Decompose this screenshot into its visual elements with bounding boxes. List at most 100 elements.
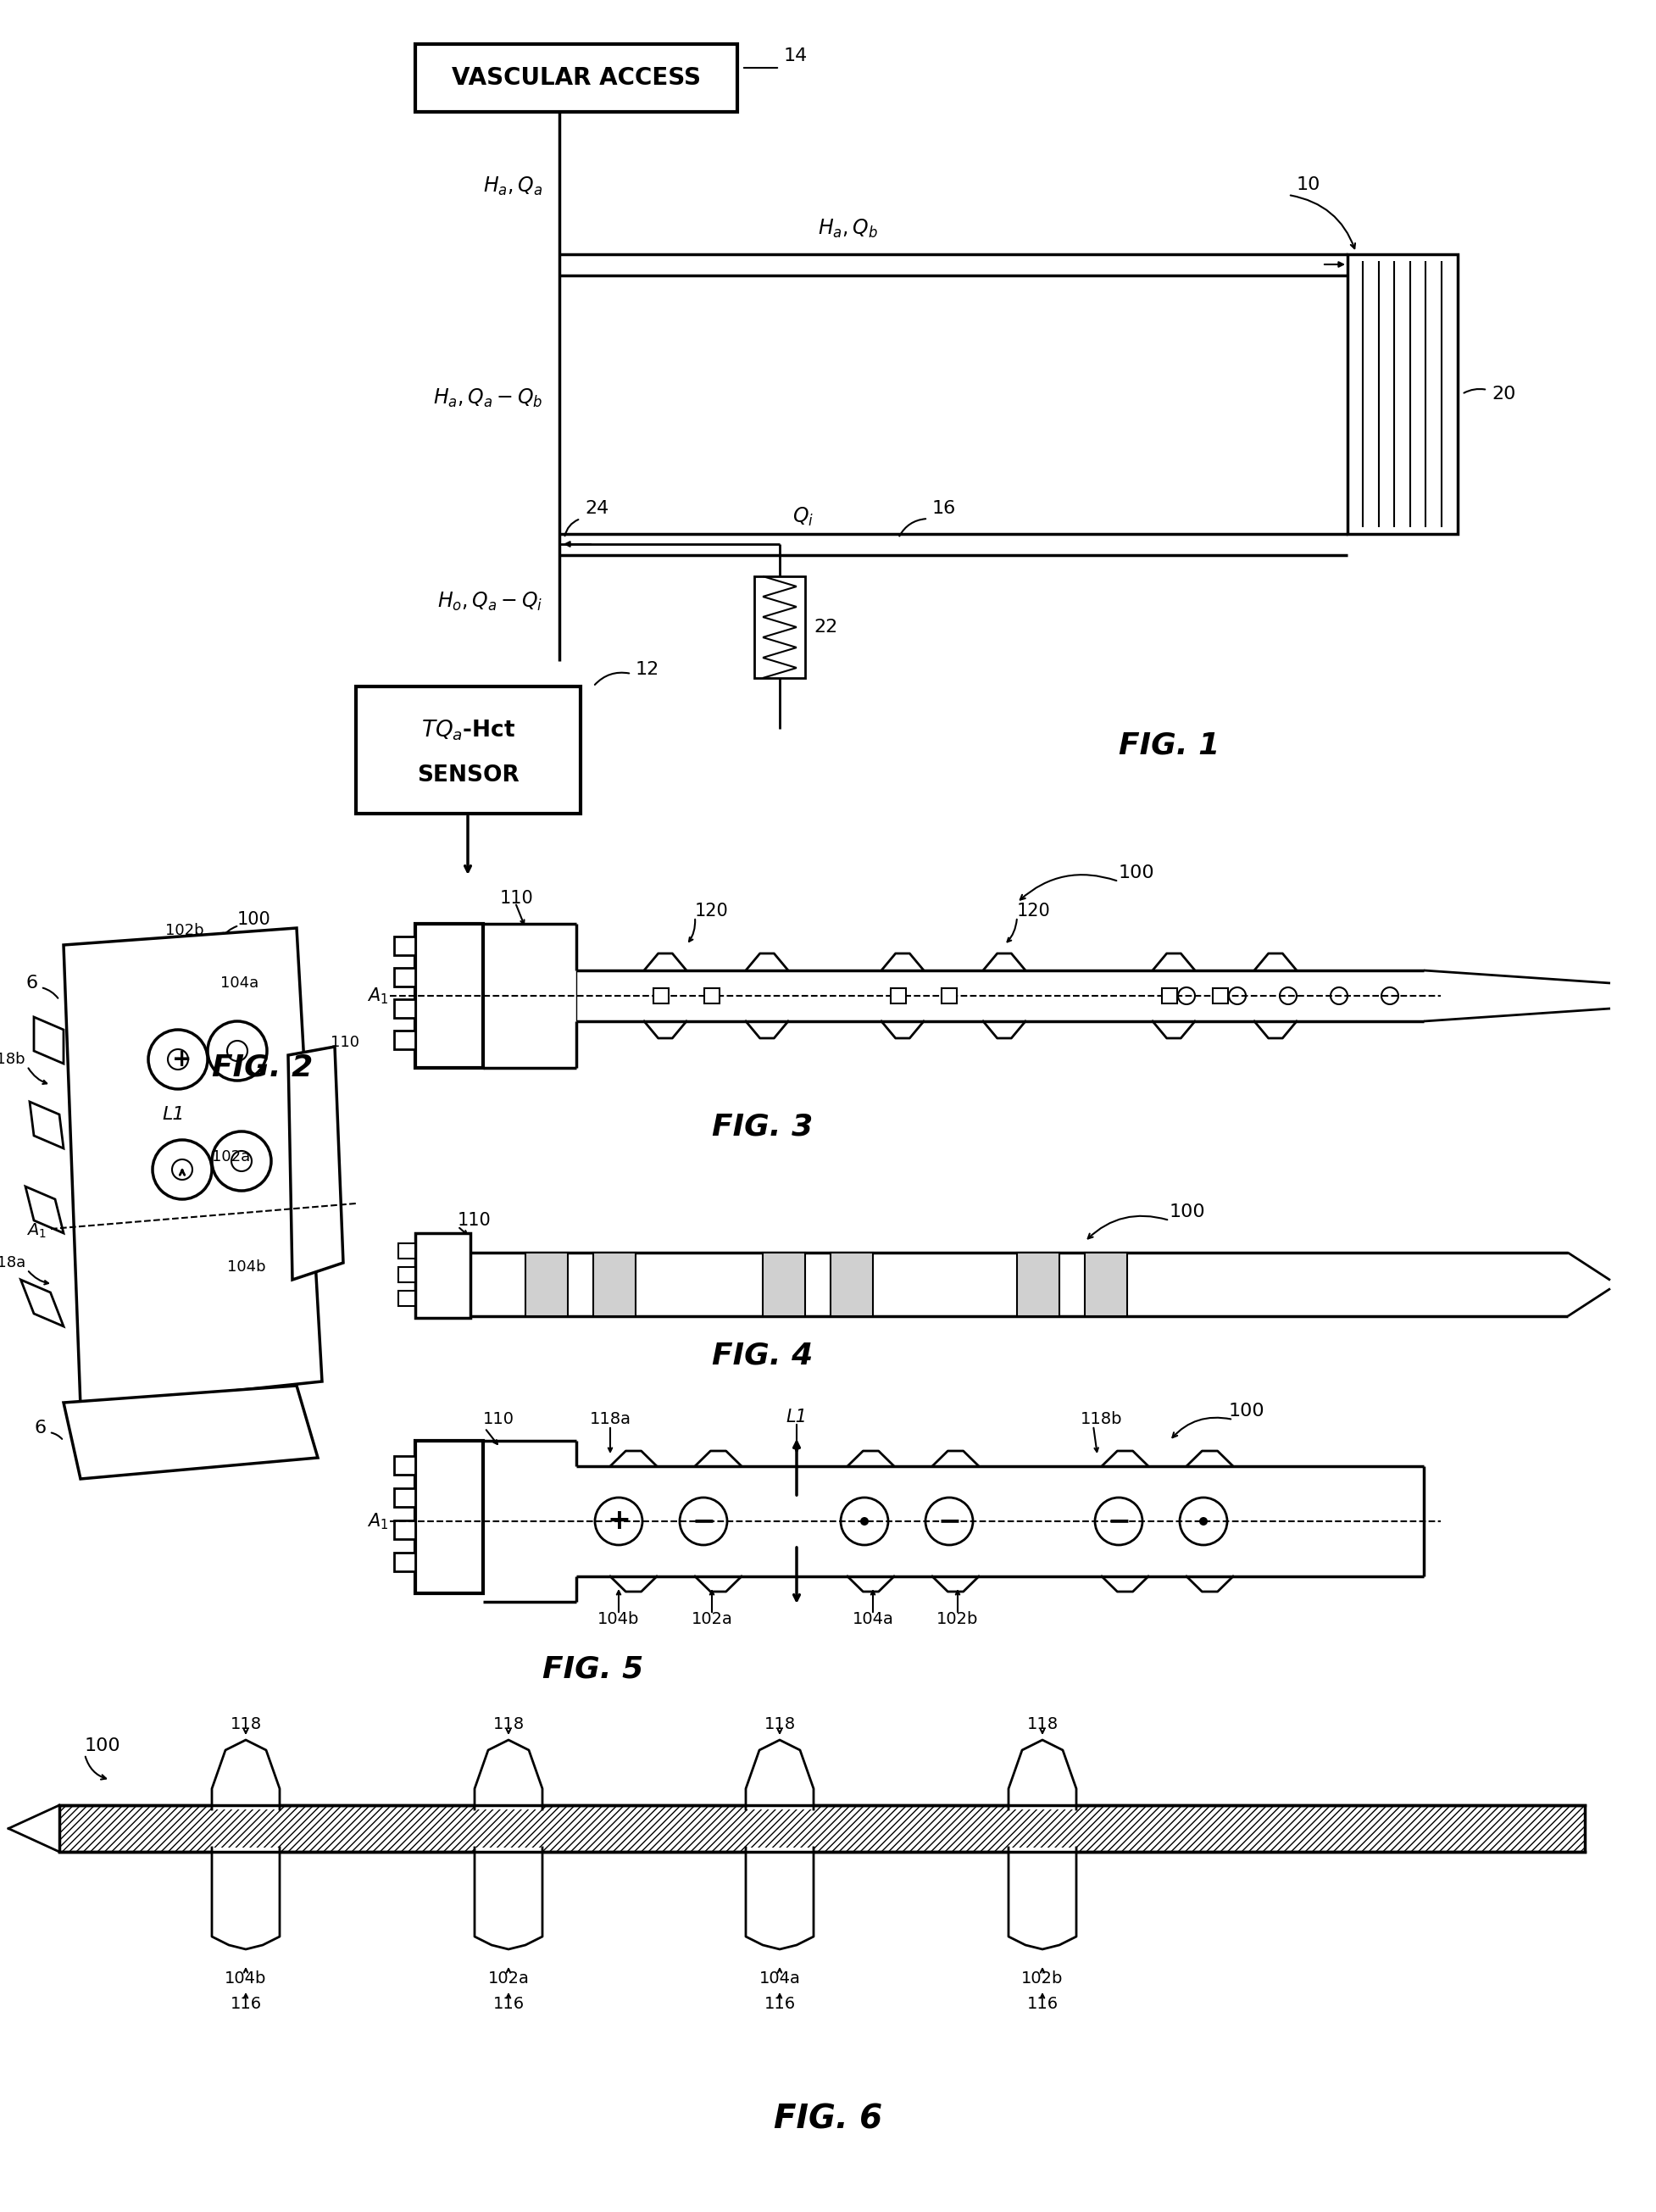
FancyArrowPatch shape	[459, 1228, 467, 1234]
Bar	[704, 989, 719, 1004]
Text: 104b: 104b	[225, 1971, 267, 1986]
Text: FIG. 1: FIG. 1	[1119, 732, 1220, 761]
Bar	[416, 1440, 484, 1593]
Polygon shape	[475, 1741, 543, 1809]
Text: $TQ_a$-Hct: $TQ_a$-Hct	[421, 719, 515, 743]
FancyArrowPatch shape	[595, 672, 629, 686]
Text: 102a: 102a	[212, 1150, 250, 1164]
Text: 118b: 118b	[1081, 1411, 1123, 1427]
Text: $Q_i$: $Q_i$	[793, 507, 813, 529]
Text: FIG. 6: FIG. 6	[773, 2104, 883, 2135]
Text: 104b: 104b	[598, 1610, 639, 1626]
Text: 120: 120	[1017, 902, 1050, 920]
Bar	[416, 925, 484, 1068]
Text: 100: 100	[237, 911, 272, 929]
Text: $A_1$: $A_1$	[26, 1221, 46, 1239]
Bar	[394, 1553, 416, 1571]
Text: 116: 116	[763, 1995, 795, 2013]
FancyArrowPatch shape	[1290, 195, 1355, 248]
Polygon shape	[212, 1847, 280, 1949]
Text: 100: 100	[84, 1736, 121, 1754]
Text: 118: 118	[230, 1717, 262, 1732]
Text: L1: L1	[162, 1106, 185, 1124]
FancyArrowPatch shape	[1172, 1418, 1230, 1438]
Bar	[394, 969, 416, 987]
Text: 116: 116	[1027, 1995, 1058, 2013]
Text: $H_a, Q_b$: $H_a, Q_b$	[818, 217, 878, 239]
Polygon shape	[745, 1741, 813, 1809]
Text: 118a: 118a	[0, 1254, 25, 1270]
Text: 102b: 102b	[166, 922, 204, 938]
Text: FIG. 4: FIG. 4	[712, 1343, 813, 1371]
Circle shape	[859, 1517, 869, 1526]
Text: 110: 110	[457, 1212, 492, 1230]
Bar	[394, 1489, 416, 1506]
FancyArrowPatch shape	[689, 920, 696, 942]
FancyArrowPatch shape	[1020, 874, 1116, 900]
Bar	[399, 1243, 416, 1259]
Polygon shape	[30, 1102, 63, 1148]
Text: L1: L1	[787, 1409, 806, 1425]
Bar	[753, 577, 805, 679]
Text: 24: 24	[585, 500, 609, 518]
Text: 110: 110	[500, 889, 533, 907]
FancyArrowPatch shape	[222, 927, 237, 938]
Text: 120: 120	[696, 902, 729, 920]
Text: 22: 22	[813, 619, 838, 635]
Text: $H_o, Q_a-Q_i$: $H_o, Q_a-Q_i$	[437, 591, 543, 613]
Bar	[399, 1292, 416, 1305]
Text: −: −	[937, 1506, 960, 1535]
Text: FIG. 2: FIG. 2	[212, 1053, 313, 1082]
Bar	[1085, 1252, 1128, 1316]
FancyArrowPatch shape	[219, 993, 222, 1009]
FancyArrowPatch shape	[28, 1068, 46, 1084]
Text: 118: 118	[493, 1717, 525, 1732]
Text: 118: 118	[1027, 1717, 1058, 1732]
Text: $H_a, Q_a$: $H_a, Q_a$	[484, 175, 543, 197]
Text: 104a: 104a	[220, 975, 258, 991]
Text: $A_1$: $A_1$	[366, 1511, 388, 1531]
FancyArrowPatch shape	[1088, 1217, 1167, 1239]
Text: −: −	[1106, 1506, 1131, 1535]
FancyArrowPatch shape	[1464, 389, 1485, 394]
FancyArrowPatch shape	[899, 520, 926, 535]
Bar	[399, 1267, 416, 1283]
Text: 12: 12	[636, 661, 659, 679]
Text: 116: 116	[230, 1995, 262, 2013]
Text: 110: 110	[331, 1035, 359, 1051]
FancyArrowPatch shape	[323, 1051, 331, 1060]
Bar	[1163, 989, 1177, 1004]
Bar	[394, 1031, 416, 1048]
Polygon shape	[288, 1046, 343, 1281]
Text: 110: 110	[484, 1411, 515, 1427]
Bar	[60, 1805, 1585, 1851]
Bar	[525, 1252, 568, 1316]
Text: 104b: 104b	[227, 1259, 267, 1274]
Text: 100: 100	[1119, 865, 1154, 880]
FancyArrowPatch shape	[28, 1272, 48, 1285]
Bar	[416, 44, 737, 113]
FancyArrowPatch shape	[517, 905, 525, 925]
Text: 20: 20	[1492, 385, 1515, 403]
Bar	[394, 936, 416, 956]
Polygon shape	[1009, 1847, 1076, 1949]
Polygon shape	[63, 929, 321, 1407]
Polygon shape	[22, 1281, 63, 1327]
Text: 118b: 118b	[0, 1051, 25, 1066]
Text: FIG. 5: FIG. 5	[543, 1655, 644, 1683]
Bar	[416, 1232, 470, 1318]
Text: VASCULAR ACCESS: VASCULAR ACCESS	[452, 66, 700, 91]
Text: 100: 100	[1169, 1203, 1206, 1221]
Bar	[654, 989, 669, 1004]
FancyArrowPatch shape	[86, 1756, 106, 1778]
FancyArrowPatch shape	[565, 520, 578, 535]
Text: SENSOR: SENSOR	[417, 765, 520, 787]
FancyArrowPatch shape	[209, 1166, 212, 1175]
FancyArrowPatch shape	[222, 1276, 227, 1285]
Bar	[831, 1252, 873, 1316]
Bar	[593, 1252, 636, 1316]
Polygon shape	[33, 1018, 63, 1064]
Polygon shape	[63, 1385, 318, 1480]
Text: 102a: 102a	[691, 1610, 732, 1626]
Bar	[1348, 254, 1457, 533]
